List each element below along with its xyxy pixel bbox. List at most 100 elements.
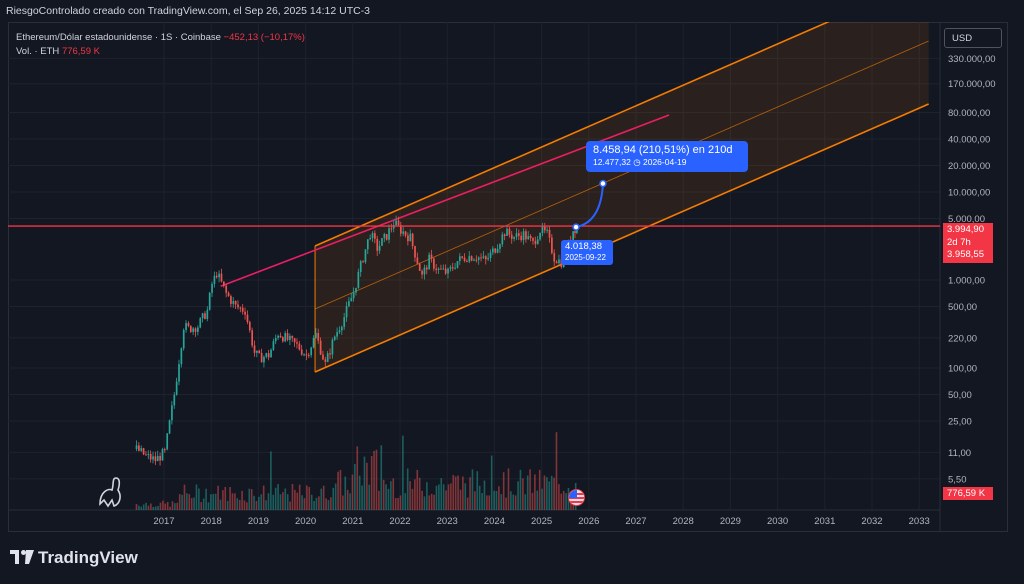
- candle-body: [444, 268, 447, 274]
- candle-body: [359, 261, 362, 272]
- volume-bar: [186, 493, 188, 510]
- candle-body: [536, 239, 539, 245]
- volume-bar: [325, 498, 327, 510]
- volume-bar: [214, 493, 217, 510]
- candle-body: [199, 318, 202, 328]
- candle-body: [492, 248, 494, 253]
- volume-bar: [152, 506, 155, 510]
- candle-body: [296, 342, 298, 344]
- volume-bar: [459, 489, 462, 510]
- volume-bar: [267, 493, 270, 510]
- candle-body: [477, 257, 480, 260]
- candle-body: [187, 323, 190, 326]
- volume-bar: [380, 445, 383, 510]
- candle-body: [385, 234, 388, 240]
- volume-bar: [207, 502, 210, 510]
- volume-bar: [147, 505, 150, 510]
- currency-button[interactable]: USD: [944, 28, 1002, 48]
- volume-bar: [229, 486, 231, 510]
- candle-body: [147, 453, 150, 455]
- volume-label[interactable]: Vol. · ETH: [16, 46, 60, 57]
- volume-bar: [190, 498, 193, 510]
- candle-body: [459, 256, 461, 262]
- candle-body: [355, 287, 357, 293]
- candle-body: [338, 330, 341, 333]
- us-flag-icon[interactable]: [568, 489, 585, 506]
- candle-body: [322, 354, 324, 360]
- candle-body: [192, 328, 195, 332]
- low-price: 4.018,38: [565, 241, 602, 252]
- candle-body: [510, 234, 513, 239]
- x-tick-label: 2024: [484, 516, 505, 527]
- candle-body: [289, 335, 291, 340]
- candle-body: [534, 240, 537, 245]
- candle-body: [171, 405, 173, 421]
- candle-body: [168, 420, 171, 434]
- candle-body: [529, 236, 532, 239]
- candle-body: [572, 231, 574, 242]
- candle-body: [400, 224, 402, 234]
- volume-bar: [248, 488, 251, 510]
- low-price-label[interactable]: 4.018,38 2025-09-22: [561, 240, 613, 265]
- volume-bar: [358, 475, 361, 510]
- candle-body: [270, 349, 272, 358]
- y-tick-label: 330.000,00: [948, 54, 996, 65]
- candle-body: [348, 301, 350, 307]
- candle-body: [480, 257, 482, 259]
- candle-body: [274, 338, 277, 342]
- volume-bar: [262, 485, 265, 510]
- candle-body: [161, 449, 164, 461]
- volume-bar: [342, 495, 344, 510]
- projection-main: 8.458,94 (210,51%) en 210d: [593, 144, 733, 156]
- candle-body: [265, 353, 268, 357]
- volume-bar: [464, 483, 467, 510]
- volume-bar: [514, 495, 517, 510]
- volume-bar: [531, 492, 534, 510]
- x-tick-label: 2028: [673, 516, 694, 527]
- projection-arrow: [575, 183, 604, 229]
- y-tick-label: 100,00: [948, 364, 977, 375]
- candle-body: [319, 340, 322, 355]
- volume-bar: [553, 477, 555, 510]
- candle-body: [310, 347, 313, 356]
- volume-bar: [164, 503, 167, 510]
- candle-body: [345, 306, 348, 318]
- channel-fill: [315, 22, 929, 373]
- volume-bar: [387, 488, 390, 510]
- candle-body: [237, 304, 239, 308]
- candle-body: [487, 258, 490, 260]
- candle-body: [215, 275, 218, 278]
- price-chart[interactable]: 330.000,00 170.000,00 80.000,00 40.000,00 20…: [8, 22, 1008, 532]
- volume-bar: [560, 493, 563, 510]
- x-tick-label: 2020: [295, 516, 316, 527]
- volume-bar: [452, 474, 455, 510]
- y-tick-label: 11,00: [948, 448, 971, 459]
- volume-bar: [495, 490, 498, 510]
- candle-body: [293, 338, 296, 343]
- y-tick-label: 5,50: [948, 474, 967, 485]
- volume-bar: [565, 493, 567, 510]
- candle-body: [145, 454, 147, 456]
- candle-body: [473, 259, 475, 261]
- projection-point-marker: [599, 179, 607, 188]
- projection-label[interactable]: 8.458,94 (210,51%) en 210d 12.477,32 ◷ 2…: [586, 141, 748, 172]
- volume-bar: [435, 485, 438, 510]
- candle-body: [425, 267, 428, 270]
- volume-bar: [466, 497, 469, 510]
- x-tick-label: 2032: [861, 516, 882, 527]
- symbol-description[interactable]: Ethereum/Dólar estadounidense · 1S · Coi…: [16, 32, 221, 43]
- volume-bar: [142, 504, 145, 510]
- candle-body: [326, 353, 329, 362]
- candle-body: [362, 261, 364, 263]
- volume-bar: [370, 456, 373, 510]
- volume-bar: [150, 503, 152, 510]
- candle-body: [303, 354, 305, 356]
- volume-bar: [330, 497, 332, 510]
- candle-body: [282, 337, 284, 342]
- candle-body: [357, 271, 360, 288]
- volume-bar: [546, 477, 548, 510]
- volume-bar: [202, 498, 205, 510]
- volume-bar: [181, 494, 183, 510]
- candle-body: [286, 333, 289, 340]
- volume-bar: [490, 455, 493, 510]
